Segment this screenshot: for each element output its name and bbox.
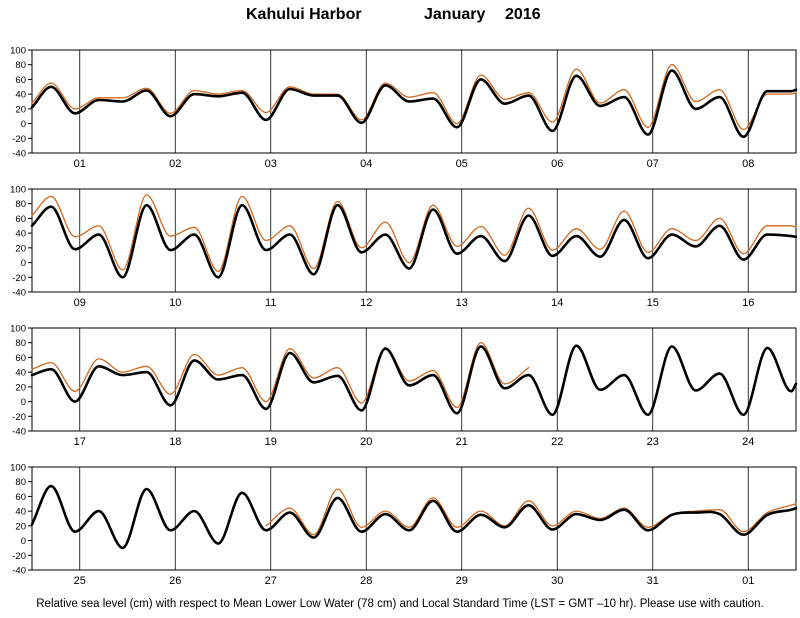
y-tick-label: -20 [12,273,26,284]
day-label: 29 [456,575,468,587]
y-tick-label: -40 [12,149,26,160]
day-label: 24 [742,436,754,448]
y-tick-label: -40 [12,288,26,299]
day-label: 30 [551,575,563,587]
y-tick-label: 40 [15,368,26,379]
day-label: 21 [456,436,468,448]
panel-frame [31,327,797,432]
y-tick-label: 60 [15,75,26,86]
panel-frame [31,49,797,154]
day-label: 19 [265,436,277,448]
day-label: 06 [551,158,563,170]
day-label: 01 [74,158,86,170]
y-tick-label: 40 [15,90,26,101]
y-tick-label: 0 [21,397,26,408]
y-tick-label: 20 [15,382,26,393]
y-tick-label: -40 [12,427,26,438]
day-label: 15 [647,297,659,309]
panel-frame [31,188,797,293]
day-label: 25 [74,575,86,587]
y-tick-label: 80 [15,477,26,488]
day-label: 23 [647,436,659,448]
observed-series-line [31,194,797,273]
y-tick-label: -20 [12,134,26,145]
day-label: 04 [360,158,372,170]
predicted-series-line [30,203,798,279]
observed-series-line [265,488,797,536]
panel-frame [31,466,797,571]
day-label: 26 [169,575,181,587]
y-tick-label: 0 [21,536,26,547]
day-label: 16 [742,297,754,309]
y-tick-label: 100 [10,463,26,474]
y-tick-label: 100 [10,46,26,57]
chart-title: Kahului Harbor January 2016 [0,2,800,28]
y-tick-label: 60 [15,353,26,364]
y-tick-label: 80 [15,338,26,349]
y-tick-label: 20 [15,243,26,254]
day-label: 20 [360,436,372,448]
y-tick-label: 40 [15,229,26,240]
day-label: 31 [647,575,659,587]
y-tick-label: 40 [15,507,26,518]
day-label: 18 [169,436,181,448]
day-label: 09 [74,297,86,309]
day-label: 07 [647,158,659,170]
y-tick-label: 0 [21,119,26,130]
day-label: 17 [74,436,86,448]
day-label: 28 [360,575,372,587]
day-label: 02 [169,158,181,170]
day-label: 27 [265,575,277,587]
day-label: 13 [456,297,468,309]
y-tick-label: 100 [10,324,26,335]
y-tick-label: 100 [10,185,26,196]
y-tick-label: 60 [15,492,26,503]
month-label: January [424,6,486,23]
day-label: 01 [742,575,754,587]
y-tick-label: 20 [15,104,26,115]
y-tick-label: -40 [12,566,26,577]
day-label: 10 [169,297,181,309]
y-tick-label: 80 [15,199,26,210]
day-label: 12 [360,297,372,309]
station-name: Kahului Harbor [246,6,362,23]
day-label: 08 [742,158,754,170]
y-tick-label: -20 [12,412,26,423]
observed-series-line [31,64,797,131]
day-label: 11 [265,297,276,309]
footer-note: Relative sea level (cm) with respect to … [36,598,764,610]
y-tick-label: 80 [15,60,26,71]
observed-series-line [31,342,530,409]
y-tick-label: 0 [21,258,26,269]
day-label: 22 [551,436,563,448]
y-tick-label: 60 [15,214,26,225]
predicted-series-line [30,69,798,139]
predicted-series-line [30,484,798,550]
day-label: 14 [551,297,563,309]
predicted-series-line [30,344,798,417]
day-label: 03 [265,158,277,170]
year-label: 2016 [505,6,541,23]
y-tick-label: -20 [12,551,26,562]
day-label: 05 [456,158,468,170]
y-tick-label: 20 [15,521,26,532]
